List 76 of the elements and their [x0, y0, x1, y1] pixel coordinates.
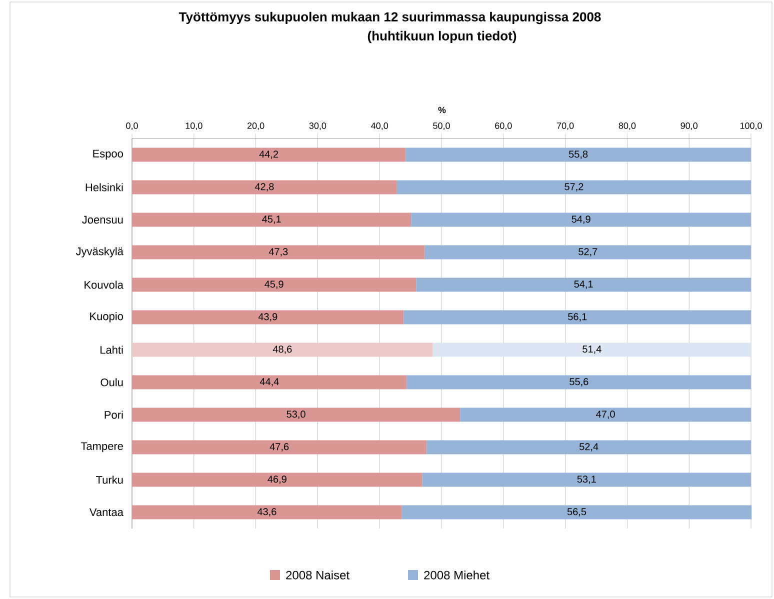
- x-tick-label: 50,0: [433, 122, 450, 130]
- bar: [132, 180, 397, 194]
- bar: [132, 278, 416, 292]
- bar: [432, 342, 751, 357]
- data-label: 47,0: [596, 410, 615, 419]
- data-label: 55,8: [568, 150, 588, 159]
- data-label: 47,3: [268, 248, 288, 256]
- bar: [426, 440, 751, 454]
- data-label: 54,9: [572, 216, 590, 224]
- data-label: 56,5: [567, 508, 586, 516]
- data-label: 43,9: [258, 313, 278, 322]
- bar: [402, 505, 752, 520]
- data-label: 45,9: [264, 280, 284, 289]
- legend-label: 2008 Naiset: [286, 570, 350, 580]
- data-label: 48,6: [272, 346, 292, 354]
- y-tick-label: Joensuu: [82, 216, 123, 224]
- x-tick-label: 30,0: [309, 122, 326, 130]
- y-tick-label: Turku: [96, 476, 123, 484]
- legend-label: 2008 Miehet: [424, 570, 490, 580]
- data-label: 47,6: [270, 443, 289, 452]
- data-label: 51,4: [582, 346, 602, 354]
- bar: [424, 245, 751, 260]
- data-label: 42,8: [254, 183, 274, 192]
- bar: [132, 310, 404, 324]
- data-label: 52,7: [578, 248, 598, 256]
- x-tick-label: 60,0: [495, 122, 512, 130]
- bar: [411, 212, 751, 227]
- bar: [416, 278, 751, 292]
- bar: [404, 310, 751, 324]
- data-label: 53,0: [286, 410, 306, 419]
- bar: [460, 408, 751, 422]
- bar: [132, 342, 433, 357]
- bar: [132, 408, 460, 422]
- data-label: 57,2: [564, 183, 584, 192]
- chart-subtitle: (huhtikuun lopun tiedot): [368, 30, 516, 44]
- data-label: 46,9: [268, 476, 286, 484]
- y-tick-label: Jyväskylä: [76, 247, 124, 258]
- y-tick-label: Lahti: [100, 346, 123, 354]
- data-label: 45,1: [262, 216, 281, 224]
- bar: [132, 375, 407, 390]
- y-tick-label: Kuopio: [90, 312, 123, 322]
- bar: [132, 472, 422, 487]
- y-tick-label: Kouvola: [84, 280, 124, 289]
- x-tick-label: 0,0: [126, 122, 138, 130]
- bar: [406, 148, 751, 162]
- y-tick-label: Vantaa: [89, 508, 124, 516]
- x-tick-label: 100,0: [740, 122, 762, 130]
- y-tick-label: Oulu: [100, 378, 123, 386]
- y-tick-label: Espoo: [93, 150, 123, 160]
- bar: [132, 148, 406, 162]
- x-tick-label: 90,0: [680, 122, 698, 130]
- data-label: 52,4: [580, 443, 598, 452]
- y-tick-label: Helsinki: [86, 183, 123, 192]
- bar: [132, 212, 412, 227]
- x-tick-label: 20,0: [248, 122, 264, 130]
- data-label: 44,4: [260, 378, 279, 386]
- bar: [396, 180, 751, 194]
- data-label: 56,1: [568, 313, 587, 322]
- x-axis-title: %: [438, 106, 446, 114]
- y-tick-label: Tampere: [80, 442, 123, 452]
- y-tick-label: Pori: [104, 410, 123, 419]
- data-label: 53,1: [577, 476, 596, 484]
- x-tick-label: 80,0: [618, 122, 636, 130]
- data-label: 55,6: [570, 378, 588, 386]
- x-tick-label: 10,0: [186, 122, 202, 130]
- bar: [132, 505, 402, 520]
- data-label: 43,6: [257, 508, 276, 516]
- x-tick-label: 40,0: [371, 122, 388, 130]
- bar: [132, 440, 427, 454]
- bar: [132, 245, 425, 260]
- x-tick-label: 70,0: [556, 122, 574, 130]
- data-label: 44,2: [259, 150, 278, 159]
- bar: [422, 472, 751, 487]
- bar: [406, 375, 751, 390]
- data-label: 54,1: [574, 280, 593, 289]
- chart-title: Työttömyys sukupuolen mukaan 12 suurimmassa kaupungissa 2008: [178, 12, 601, 24]
